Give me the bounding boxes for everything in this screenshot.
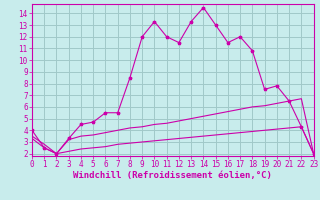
X-axis label: Windchill (Refroidissement éolien,°C): Windchill (Refroidissement éolien,°C) — [73, 171, 272, 180]
